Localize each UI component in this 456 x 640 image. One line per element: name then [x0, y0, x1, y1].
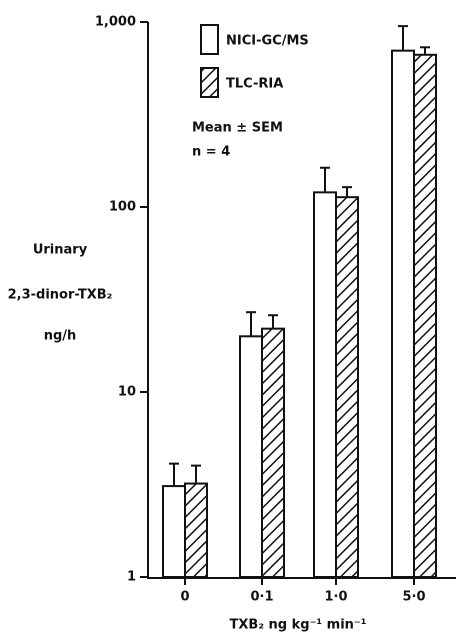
- y-axis-title: ng/h: [44, 329, 77, 344]
- x-tick-label: 0·1: [250, 590, 273, 605]
- bar: [413, 53, 437, 578]
- x-axis-title: TXB₂ ng kg⁻¹ min⁻¹: [230, 618, 367, 633]
- y-axis-title: Urinary: [33, 243, 88, 258]
- y-tick-label: 100: [109, 200, 136, 215]
- bar: [162, 485, 186, 578]
- x-tick-label: 1·0: [324, 590, 347, 605]
- legend-swatch: [200, 67, 219, 98]
- y-tick-label: 1: [127, 570, 136, 585]
- x-tick-label: 0: [180, 590, 189, 605]
- legend-swatch: [200, 24, 219, 55]
- bar: [335, 196, 359, 578]
- y-axis-title: 2,3-dinor-TXB₂: [8, 288, 113, 303]
- x-tick-label: 5·0: [402, 590, 425, 605]
- bar: [239, 335, 263, 578]
- legend-label: TLC-RIA: [226, 77, 283, 92]
- bar: [391, 49, 415, 579]
- bar: [313, 191, 337, 578]
- y-tick-label: 10: [118, 385, 136, 400]
- annotation: n = 4: [192, 145, 230, 160]
- annotation: Mean ± SEM: [192, 121, 283, 136]
- y-tick-label: 1,000: [95, 15, 136, 30]
- bar: [261, 327, 285, 578]
- bar: [184, 482, 208, 578]
- legend-label: NICI-GC/MS: [226, 34, 309, 49]
